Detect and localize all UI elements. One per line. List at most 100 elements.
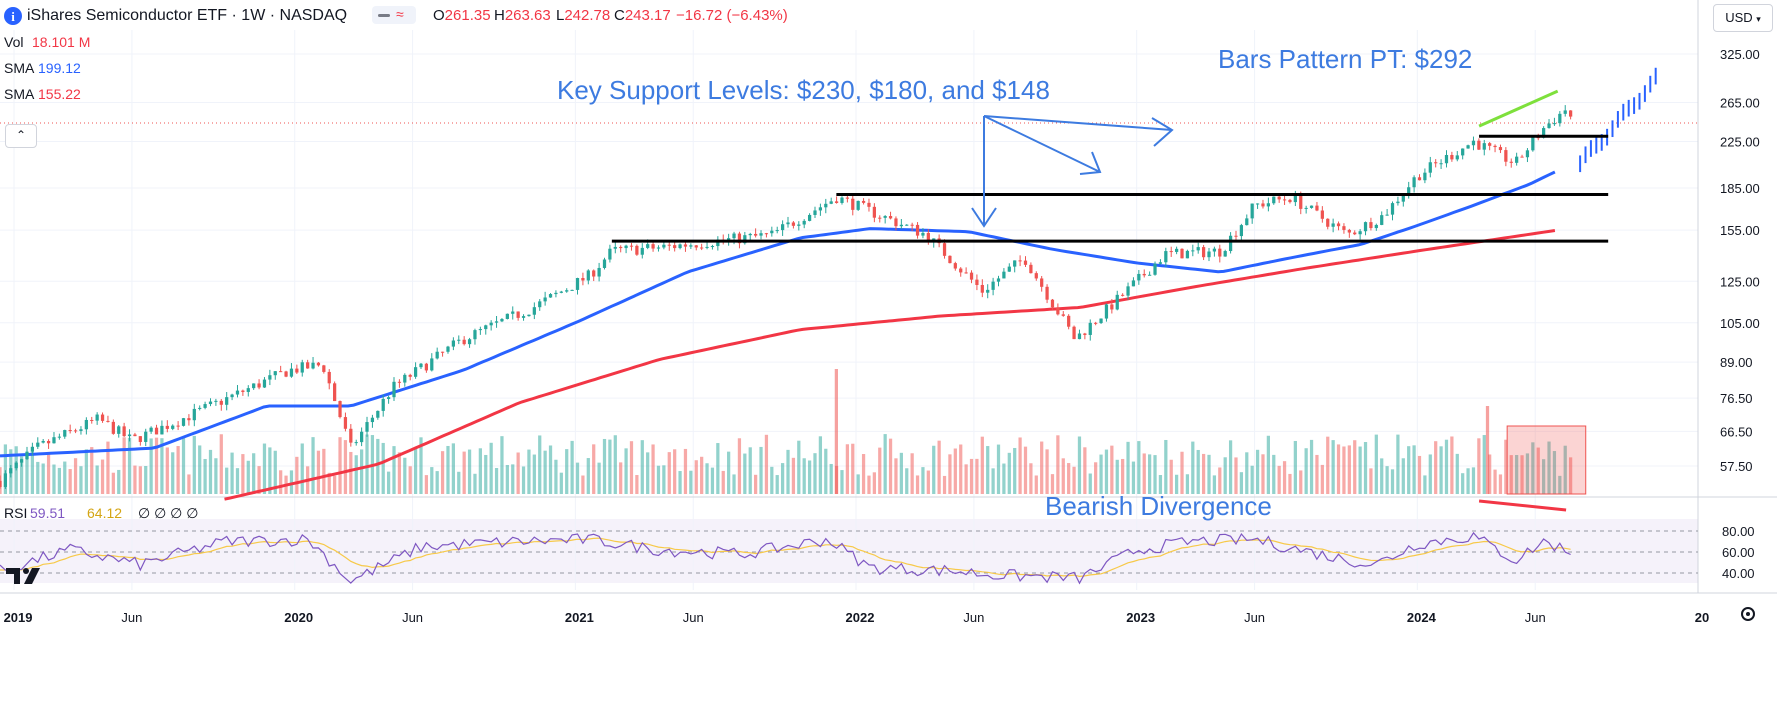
volume-bar — [559, 472, 563, 494]
candle-body — [1223, 251, 1227, 257]
volume-bar — [430, 467, 434, 494]
key-support-annotation: Key Support Levels: $230, $180, and $148 — [557, 75, 1050, 105]
volume-bar — [883, 434, 887, 494]
volume-bar — [462, 451, 466, 494]
volume-bar — [1428, 454, 1432, 494]
volume-bar — [926, 470, 930, 494]
volume-bar — [500, 436, 504, 494]
volume-bar — [79, 466, 83, 494]
candle-body — [1034, 273, 1038, 279]
volume-bar — [451, 443, 455, 494]
volume-bar — [343, 440, 348, 494]
volume-bar — [1461, 473, 1465, 494]
candle-body — [786, 222, 790, 225]
volume-legend[interactable]: Vol 18.101 M — [4, 34, 90, 50]
volume-bar — [1547, 441, 1551, 494]
volume-bar — [1374, 434, 1378, 494]
sma-fast-legend[interactable]: SMA 199.12 — [4, 60, 81, 76]
candle-body — [624, 245, 628, 249]
candle-body — [500, 318, 504, 322]
sma-slow-legend[interactable]: SMA 155.22 — [4, 86, 81, 102]
candle-body — [46, 440, 51, 444]
volume-bar — [408, 466, 412, 494]
candle-body — [813, 210, 817, 215]
volume-bar — [635, 475, 639, 494]
candle-body — [1218, 248, 1222, 257]
candle-body — [424, 363, 429, 371]
candle-body — [1282, 199, 1287, 201]
volume-bar — [1385, 466, 1389, 494]
symbol-title[interactable]: iShares Semiconductor ETF · 1W · NASDAQ — [27, 7, 348, 24]
candle-body — [144, 431, 148, 442]
volume-bar — [716, 443, 720, 494]
tradingview-logo-icon[interactable] — [6, 566, 44, 586]
candle-body — [1115, 294, 1119, 310]
candle-body — [262, 379, 267, 388]
candle-body — [548, 294, 553, 298]
volume-bar — [888, 438, 893, 494]
price-tick-label: 105.00 — [1720, 316, 1760, 331]
volume-bar — [662, 465, 666, 494]
candle-body — [154, 427, 159, 435]
volume-bar — [1223, 457, 1227, 494]
volume-bar — [667, 452, 671, 494]
volume-bar — [1407, 446, 1411, 494]
volume-bar — [1277, 465, 1281, 494]
volume-bar — [521, 466, 526, 494]
indicator-toggle[interactable]: ≈ — [372, 6, 416, 24]
annotations: Key Support Levels: $230, $180, and $148… — [557, 44, 1567, 521]
candle-body — [1121, 294, 1125, 296]
info-icon[interactable]: i — [4, 7, 22, 25]
settings-gear-icon[interactable] — [1738, 604, 1758, 624]
volume-bar — [1180, 451, 1184, 494]
volume-bar — [1196, 449, 1200, 494]
rsi-ma-line — [0, 537, 1571, 578]
sma-slow-line — [224, 229, 1556, 501]
price-tick-label: 225.00 — [1720, 134, 1760, 149]
volume-bar — [63, 461, 67, 494]
candle-body — [1083, 333, 1087, 335]
rsi-tick-label: 40.00 — [1722, 566, 1755, 581]
candle-body — [1072, 326, 1076, 340]
volume-bar — [322, 448, 326, 494]
candle-body — [732, 233, 736, 239]
volume-bar — [791, 457, 796, 494]
candle-body — [926, 232, 930, 243]
rsi-tick-label: 60.00 — [1722, 545, 1755, 560]
volume-bar — [198, 445, 202, 494]
candle-body — [208, 401, 213, 405]
volume-bar — [732, 474, 736, 494]
candle-body — [3, 473, 8, 487]
candle-body — [861, 200, 866, 203]
volume-bar — [678, 471, 682, 494]
volume-bar — [721, 470, 725, 494]
candle-body — [1212, 248, 1217, 252]
collapse-legend-button[interactable]: ⌃ — [5, 124, 37, 148]
volume-bar — [84, 449, 88, 494]
volume-bar — [333, 475, 337, 494]
volume-bar — [554, 459, 558, 494]
volume-bar — [413, 447, 418, 494]
candle-body — [1385, 214, 1389, 216]
currency-selector[interactable]: USD ▾ — [1713, 4, 1773, 32]
candle-body — [1088, 322, 1092, 335]
candle-body — [14, 462, 18, 469]
volume-bar — [1104, 449, 1109, 494]
candle-body — [1412, 177, 1416, 188]
volume-bar — [646, 452, 650, 494]
rsi-legend[interactable]: RSI 59.51 64.12 ∅ ∅ ∅ ∅ — [4, 505, 198, 522]
time-tick-label: Jun — [963, 610, 984, 625]
candle-body — [73, 430, 78, 432]
candle-body — [851, 198, 855, 210]
volume-bar — [813, 453, 817, 494]
volume-bar — [257, 466, 261, 494]
candle-body — [138, 436, 142, 442]
volume-bar — [986, 446, 990, 494]
candle-body — [473, 330, 477, 340]
price-tick-label: 185.00 — [1720, 181, 1760, 196]
candle-body — [969, 272, 974, 280]
candle-body — [354, 442, 358, 444]
volume-bar — [360, 449, 364, 494]
candle-body — [451, 340, 455, 347]
